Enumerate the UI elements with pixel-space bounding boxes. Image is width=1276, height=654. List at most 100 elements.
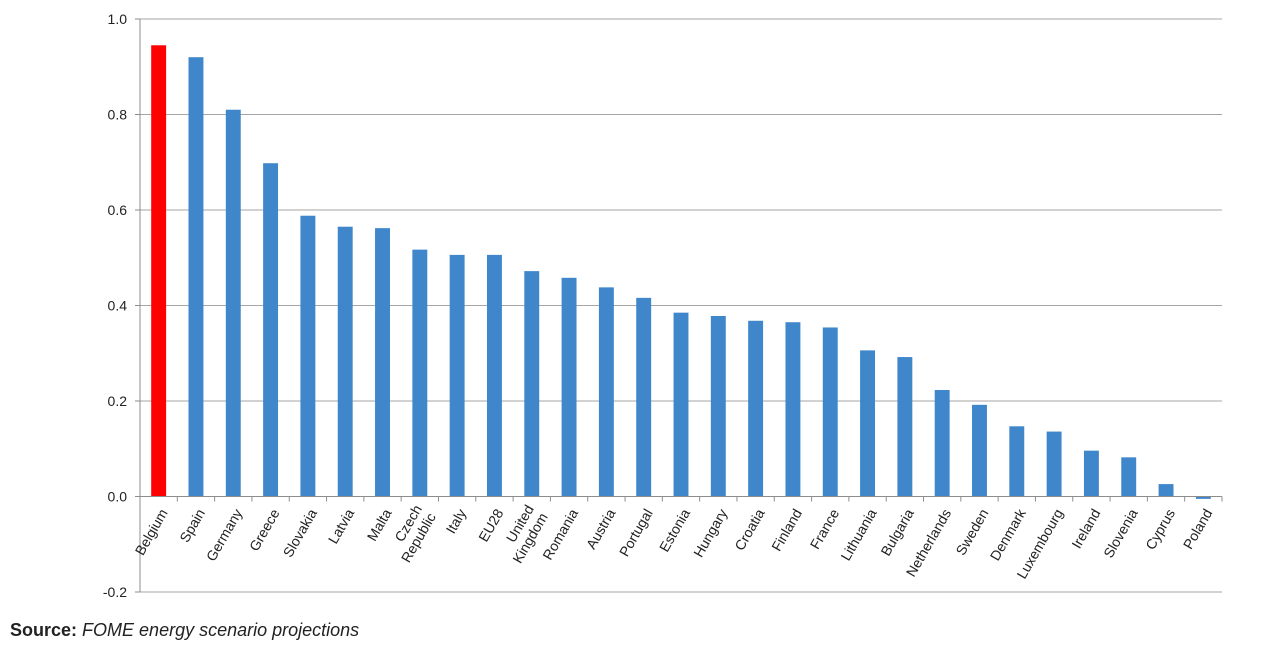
x-tick-label-text: EU28 (475, 506, 506, 545)
y-tick-label: -0.2 (103, 584, 127, 600)
bar (822, 327, 838, 497)
bar (748, 320, 764, 497)
x-tick-label: Lithuania (837, 506, 879, 563)
bar (1046, 431, 1062, 497)
bar (673, 312, 689, 497)
x-tick-label-line: Austria (583, 506, 619, 552)
y-tick-label: 1.0 (108, 11, 128, 27)
x-tick-label-line: Italy (442, 506, 469, 536)
x-tick-label: Sweden (952, 506, 991, 558)
x-tick-label: EU28 (475, 506, 506, 545)
bar (785, 322, 801, 497)
x-tick-label-text: Slovenia (1100, 506, 1141, 561)
x-tick-label-line: Romania (539, 506, 581, 563)
y-tick-label: 0.0 (108, 489, 128, 505)
bar (449, 254, 465, 497)
x-tick-label: Croatia (731, 506, 768, 553)
bar (710, 316, 726, 497)
bar (524, 271, 540, 497)
x-tick-label-line: Ireland (1068, 506, 1103, 551)
bar (636, 297, 652, 497)
y-tick-label: 0.8 (108, 107, 128, 123)
x-tick-label: Estonia (656, 506, 693, 555)
x-tick-label: Latvia (325, 506, 358, 547)
bars (151, 45, 1211, 499)
bar (412, 249, 428, 497)
x-tick-label-line: Poland (1180, 506, 1216, 552)
x-tick-label-line: Hungary (690, 506, 730, 560)
bar (263, 163, 279, 497)
chart-area: -0.2 0.0 0.2 0.4 0.6 0.8 1.0 Belgium Spain Germa… (103, 11, 1223, 600)
x-tick-label-text: Sweden (952, 506, 991, 558)
y-axis-tick-labels: -0.2 0.0 0.2 0.4 0.6 0.8 1.0 (103, 11, 127, 600)
bar (934, 390, 950, 497)
bar (598, 287, 614, 497)
x-tick-label: Romania (539, 506, 581, 563)
x-tick-label-line: Belgium (132, 506, 171, 558)
bar (486, 254, 502, 497)
x-tick-label: Slovakia (280, 506, 320, 560)
x-tick-label-line: Greece (246, 506, 283, 554)
x-tick-label-text: Slovakia (280, 506, 320, 560)
x-tick-label: Greece (246, 506, 283, 554)
x-tick-label: Denmark (987, 505, 1030, 563)
y-tick-label: 0.4 (108, 298, 128, 314)
x-tick-label-text: Latvia (325, 506, 358, 547)
x-tick-label: CzechRepublic (384, 502, 439, 565)
x-tick-label: Bulgaria (877, 506, 917, 559)
x-tick-label: Hungary (690, 506, 730, 560)
x-tick-label: Germany (203, 506, 246, 564)
x-tick-label-line: Sweden (952, 506, 991, 558)
bar (225, 109, 241, 497)
x-tick-label-line: Cyprus (1142, 506, 1178, 552)
x-tick-label: Slovenia (1100, 506, 1141, 561)
x-tick-label-text: Ireland (1068, 506, 1103, 551)
x-tick-label-line: Spain (176, 506, 208, 545)
x-tick-label: Spain (176, 506, 208, 545)
x-tick-label-text: Lithuania (837, 506, 879, 563)
x-tick-label-text: France (807, 506, 843, 552)
x-tick-label-text: Belgium (132, 506, 171, 558)
x-tick-label: Austria (583, 506, 619, 552)
bar-chart: -0.2 0.0 0.2 0.4 0.6 0.8 1.0 Belgium SpainGerma… (103, 11, 1223, 600)
x-tick-label-text: Poland (1180, 506, 1216, 552)
bar (972, 404, 987, 497)
y-tick-label: 0.2 (108, 393, 128, 409)
x-tick-label-line: Portugal (616, 506, 656, 559)
bar (561, 277, 577, 497)
x-tick-label: Finland (768, 506, 805, 554)
x-tick-label-text: Malta (364, 506, 395, 544)
bar (1158, 484, 1174, 497)
x-tick-label-line: Germany (203, 506, 246, 564)
bar (1083, 450, 1099, 497)
x-tick-label-text: Denmark (987, 505, 1030, 563)
x-tick-label-line: Malta (364, 506, 395, 544)
source-label: Source: (10, 620, 78, 640)
x-tick-label-text: Italy (442, 506, 469, 536)
x-tick-label-text: CzechRepublic (384, 502, 439, 565)
x-tick-label: Ireland (1068, 506, 1103, 551)
bar (300, 215, 316, 497)
x-tick-label-line: Croatia (731, 506, 768, 553)
bar (897, 357, 913, 497)
bar (1195, 496, 1211, 499)
x-tick-label: France (807, 506, 843, 552)
y-tick-label: 0.6 (108, 202, 128, 218)
x-tick-label: Portugal (616, 506, 656, 559)
x-tick-label: Malta (364, 506, 395, 544)
bar (1009, 426, 1025, 497)
x-tick-label-text: Estonia (656, 506, 693, 555)
x-tick-label: Belgium (132, 506, 171, 558)
x-tick-label-text: Austria (583, 506, 619, 552)
x-tick-label-line: Slovakia (280, 506, 320, 560)
x-tick-label-text: Spain (176, 506, 208, 545)
x-tick-label-line: France (807, 506, 843, 552)
x-tick-label-line: Latvia (325, 506, 358, 547)
axes (135, 18, 1223, 593)
bar (151, 45, 167, 497)
source-text: FOME energy scenario projections (82, 620, 360, 640)
x-tick-label: Cyprus (1142, 506, 1178, 552)
x-tick-label-line: Lithuania (837, 506, 879, 563)
x-tick-label-line: Bulgaria (877, 506, 917, 559)
